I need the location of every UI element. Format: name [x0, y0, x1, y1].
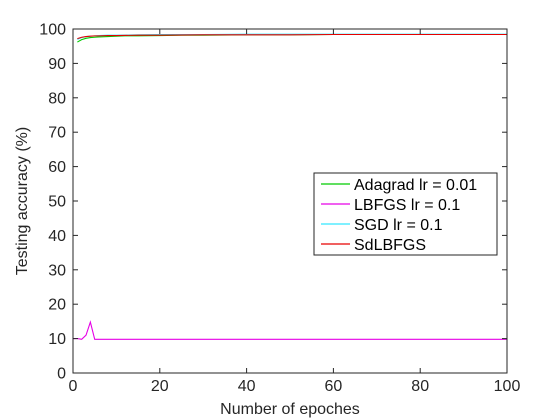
legend: Adagrad lr = 0.01 LBFGS lr = 0.1 SGD lr = … — [313, 172, 498, 256]
x-tick-label: 100 — [494, 378, 521, 395]
series-layer — [73, 33, 507, 340]
ticks-layer: 0 20 40 60 80 100 0 10 20 30 40 50 60 70 80 90 100 — [39, 22, 520, 396]
x-tick-label: 80 — [411, 378, 429, 395]
x-tick-label: 60 — [325, 378, 343, 395]
y-tick-label: 0 — [57, 366, 66, 383]
y-tick-label: 100 — [39, 22, 66, 39]
y-tick-label: 70 — [48, 125, 66, 142]
x-axis-title: Number of epoches — [220, 401, 360, 418]
x-tick-label: 40 — [238, 378, 256, 395]
legend-label: LBFGS lr = 0.1 — [354, 197, 460, 214]
legend-label: Adagrad lr = 0.01 — [354, 177, 477, 194]
x-tick-label: 20 — [151, 378, 169, 395]
y-tick-label: 60 — [48, 159, 66, 176]
y-tick-label: 10 — [48, 331, 66, 348]
legend-label: SdLBFGS — [354, 237, 426, 254]
y-tick-label: 40 — [48, 228, 66, 245]
x-tick-label: 0 — [69, 378, 78, 395]
legend-box — [313, 172, 498, 256]
y-tick-label: 50 — [48, 194, 66, 211]
series-line-4 — [77, 33, 507, 40]
y-axis-title: Testing accuracy (%) — [14, 127, 31, 276]
y-tick-label: 30 — [48, 262, 66, 279]
y-tick-label: 80 — [48, 90, 66, 107]
y-tick-label: 20 — [48, 297, 66, 314]
y-tick-label: 90 — [48, 56, 66, 73]
legend-label: SGD lr = 0.1 — [354, 217, 443, 234]
series-line-2 — [73, 320, 507, 340]
